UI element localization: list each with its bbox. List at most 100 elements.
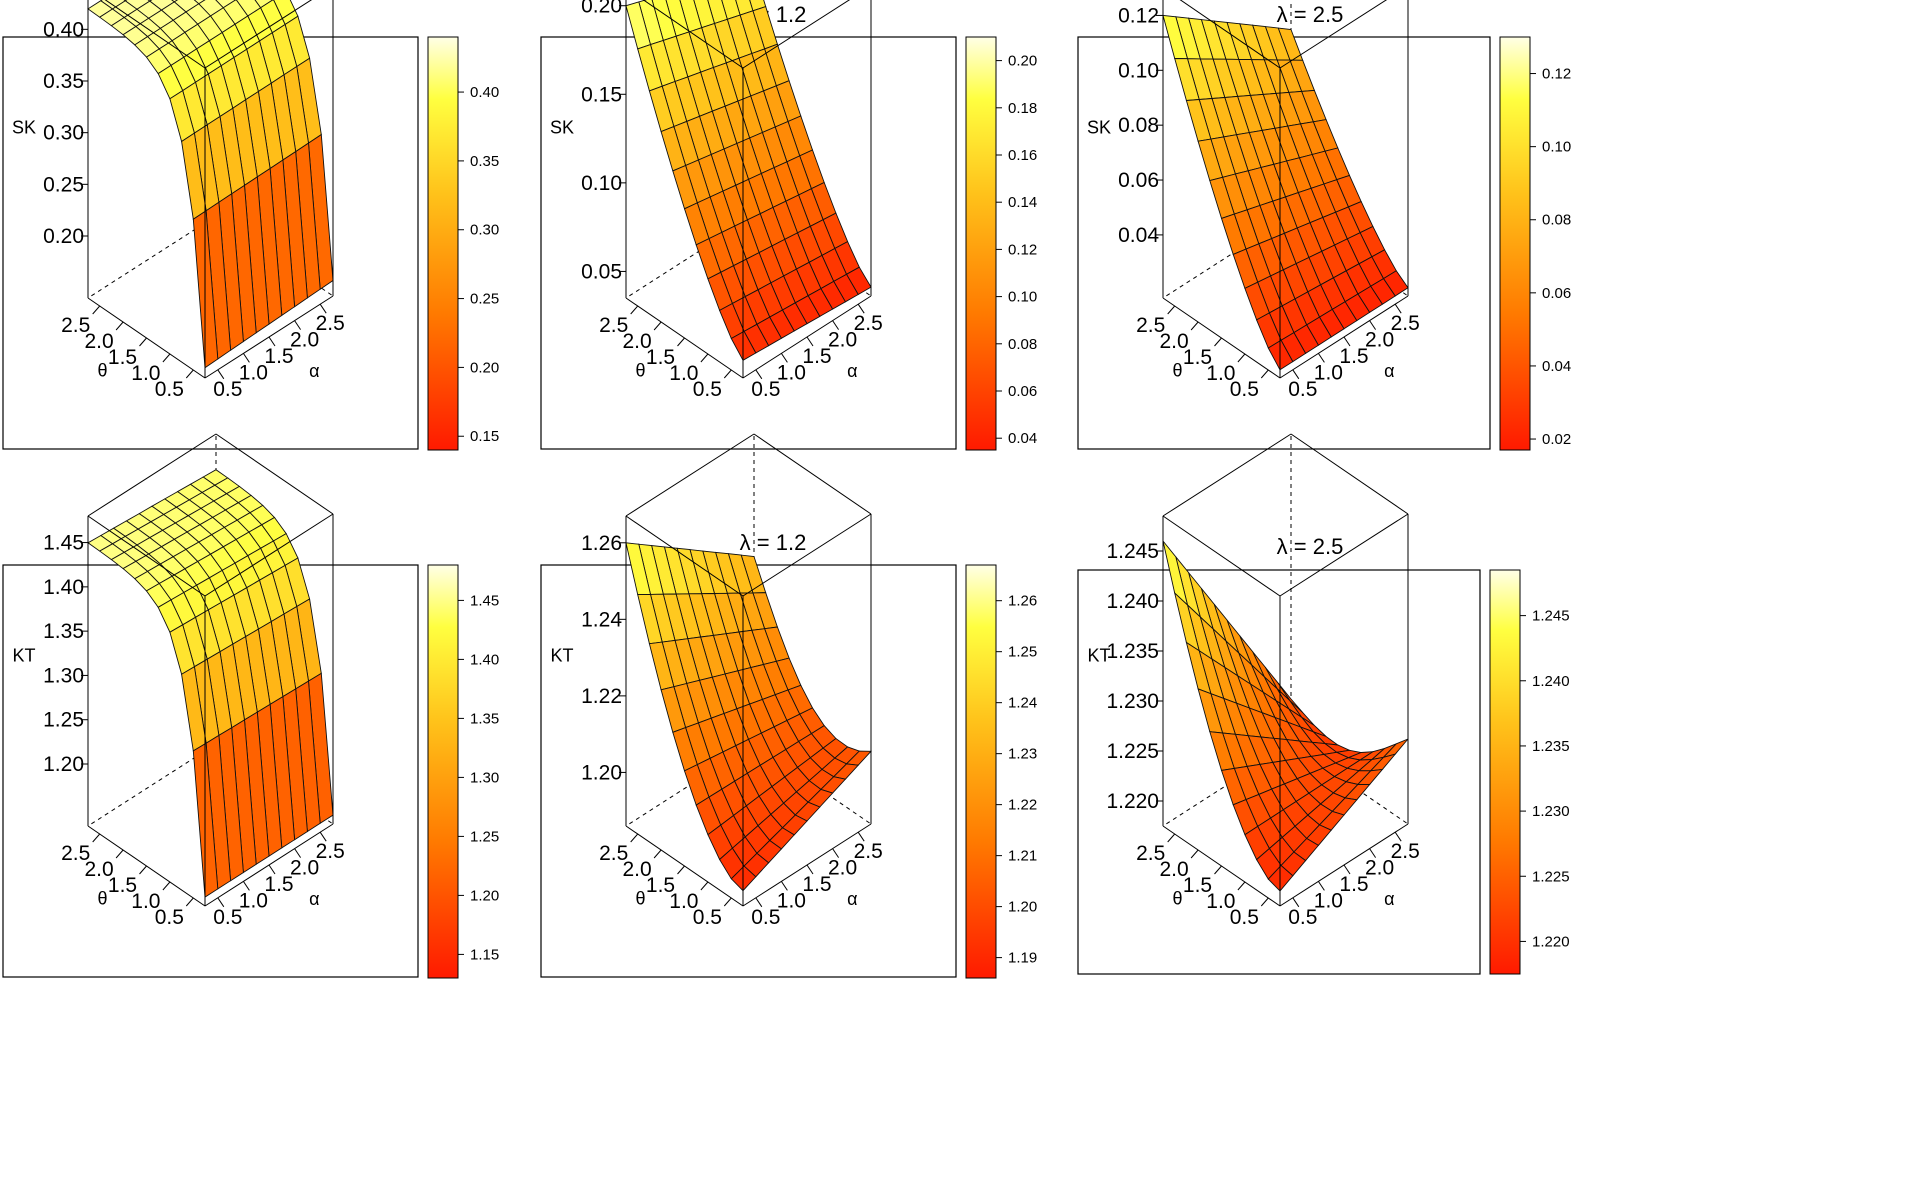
colorbar-tick-label: 1.45: [470, 592, 499, 609]
y-axis-tick-label: 2.5: [599, 842, 628, 865]
x-axis-label: α: [847, 889, 857, 909]
panel-4: λ = 0.50.51.01.52.02.5α0.51.01.52.02.5θ1…: [2, 433, 499, 979]
panel-3: λ = 2.50.51.01.52.02.5α0.51.01.52.02.5θ0…: [1077, 0, 1571, 451]
x-axis-tick-label: 1.0: [239, 361, 268, 384]
colorbar-tick-label: 1.25: [470, 828, 499, 845]
z-axis-tick-label: 1.20: [43, 753, 84, 776]
cube-edge: [1279, 0, 1388, 69]
x-axis-tick-label: 2.0: [290, 329, 319, 352]
x-axis-tick-label: 0.5: [751, 378, 780, 401]
z-axis-tick-label: 0.06: [1118, 169, 1159, 192]
cube-edge: [1290, 433, 1409, 515]
x-axis-tick-label: 1.0: [1314, 889, 1343, 912]
y-axis-tick-label: 1.5: [646, 874, 675, 897]
x-axis-tick-label: 1.5: [264, 873, 293, 896]
y-axis-tick-mark: [677, 865, 685, 875]
colorbar-tick-label: 1.40: [470, 651, 499, 668]
colorbar-tick-label: 0.10: [1542, 139, 1571, 156]
colorbar-tick-label: 0.20: [1008, 53, 1037, 70]
y-axis-tick-label: 2.0: [84, 858, 113, 881]
y-axis-label: θ: [635, 888, 645, 908]
x-axis-tick-mark: [755, 897, 763, 908]
y-axis-tick-mark: [1260, 369, 1269, 379]
colorbar-tick-label: 0.12: [1542, 66, 1571, 83]
z-axis-tick-label: 1.30: [43, 664, 84, 687]
cube-edge: [625, 515, 744, 597]
y-axis-tick-mark: [162, 881, 171, 891]
x-axis-tick-label: 1.5: [802, 345, 831, 368]
y-axis-tick-label: 2.0: [1159, 858, 1188, 881]
colorbar: [1489, 569, 1521, 975]
z-axis-tick-label: 1.25: [43, 709, 84, 732]
x-axis-tick-label: 2.0: [1365, 857, 1394, 880]
y-axis-label: θ: [97, 888, 107, 908]
y-axis-tick-label: 1.0: [669, 890, 698, 913]
z-axis-tick-label: 0.35: [43, 70, 84, 93]
z-axis-tick-label: 1.235: [1106, 640, 1159, 663]
surface-facet: [192, 742, 219, 898]
x-axis-tick-mark: [806, 864, 814, 875]
colorbar-tick-label: 0.04: [1542, 358, 1571, 375]
x-axis-tick-mark: [319, 831, 327, 842]
x-axis-tick-mark: [217, 897, 225, 908]
panel-5: λ = 1.20.51.01.52.02.5α0.51.01.52.02.5θ1…: [540, 433, 1037, 979]
x-axis-label: α: [847, 361, 857, 381]
y-axis-tick-label: 1.5: [646, 346, 675, 369]
x-axis-tick-mark: [780, 881, 788, 891]
colorbar-tick-label: 0.06: [1542, 285, 1571, 302]
colorbar: [427, 564, 459, 979]
surface-facet: [193, 0, 206, 5]
z-axis-tick-label: 0.40: [43, 18, 84, 41]
x-axis-tick-label: 1.5: [1339, 345, 1368, 368]
y-axis-tick-mark: [1214, 865, 1222, 875]
y-axis-tick-mark: [115, 849, 124, 859]
colorbar-tick-label: 1.26: [1008, 593, 1037, 610]
y-axis-tick-label: 2.0: [1159, 330, 1188, 353]
y-axis-tick-mark: [139, 337, 147, 347]
colorbar-tick-label: 0.06: [1008, 383, 1037, 400]
y-axis-tick-mark: [700, 881, 709, 891]
cube-edge: [1162, 515, 1281, 597]
x-axis-tick-mark: [1317, 881, 1325, 891]
y-axis-label: θ: [97, 360, 107, 380]
y-axis-tick-label: 0.5: [693, 906, 722, 929]
z-axis-label: SK: [550, 118, 574, 138]
x-axis-tick-mark: [1394, 831, 1402, 842]
z-axis-label: KT: [1087, 646, 1110, 666]
x-axis-tick-mark: [1343, 864, 1351, 875]
panel-title: λ = 1.2: [740, 530, 807, 555]
y-axis-tick-label: 2.5: [599, 314, 628, 337]
cube-edge: [1179, 0, 1281, 69]
colorbar: [965, 564, 997, 979]
x-axis-tick-mark: [1317, 353, 1325, 363]
colorbar-tick-label: 0.08: [1008, 336, 1037, 353]
x-axis-tick-label: 1.5: [1339, 873, 1368, 896]
colorbar-tick-label: 0.04: [1008, 430, 1037, 447]
x-axis-tick-label: 0.5: [213, 906, 242, 929]
x-axis-tick-label: 2.0: [1365, 329, 1394, 352]
x-axis-tick-mark: [1343, 336, 1351, 347]
z-axis-tick-label: 1.40: [43, 576, 84, 599]
y-axis-tick-mark: [92, 833, 101, 843]
z-axis-tick-label: 0.15: [581, 83, 622, 106]
y-axis-tick-mark: [1214, 337, 1222, 347]
y-axis-tick-label: 1.0: [1206, 362, 1235, 385]
z-axis-tick-label: 0.25: [43, 173, 84, 196]
y-axis-tick-mark: [677, 337, 685, 347]
x-axis-tick-mark: [294, 848, 302, 858]
y-axis-tick-mark: [1237, 353, 1246, 363]
y-axis-tick-label: 2.5: [61, 314, 90, 337]
y-axis-tick-mark: [1167, 833, 1176, 843]
surface-facet: [192, 210, 219, 369]
cube-edge: [753, 433, 872, 515]
z-axis-label: SK: [1087, 118, 1111, 138]
x-axis-tick-mark: [806, 336, 814, 347]
x-axis-tick-label: 2.0: [828, 857, 857, 880]
y-axis-tick-label: 1.5: [108, 346, 137, 369]
colorbar-tick-label: 0.20: [470, 359, 499, 376]
z-axis-tick-label: 1.24: [581, 608, 622, 631]
x-axis-tick-mark: [319, 303, 327, 314]
colorbar: [1499, 36, 1531, 451]
z-axis-tick-label: 0.05: [581, 260, 622, 283]
